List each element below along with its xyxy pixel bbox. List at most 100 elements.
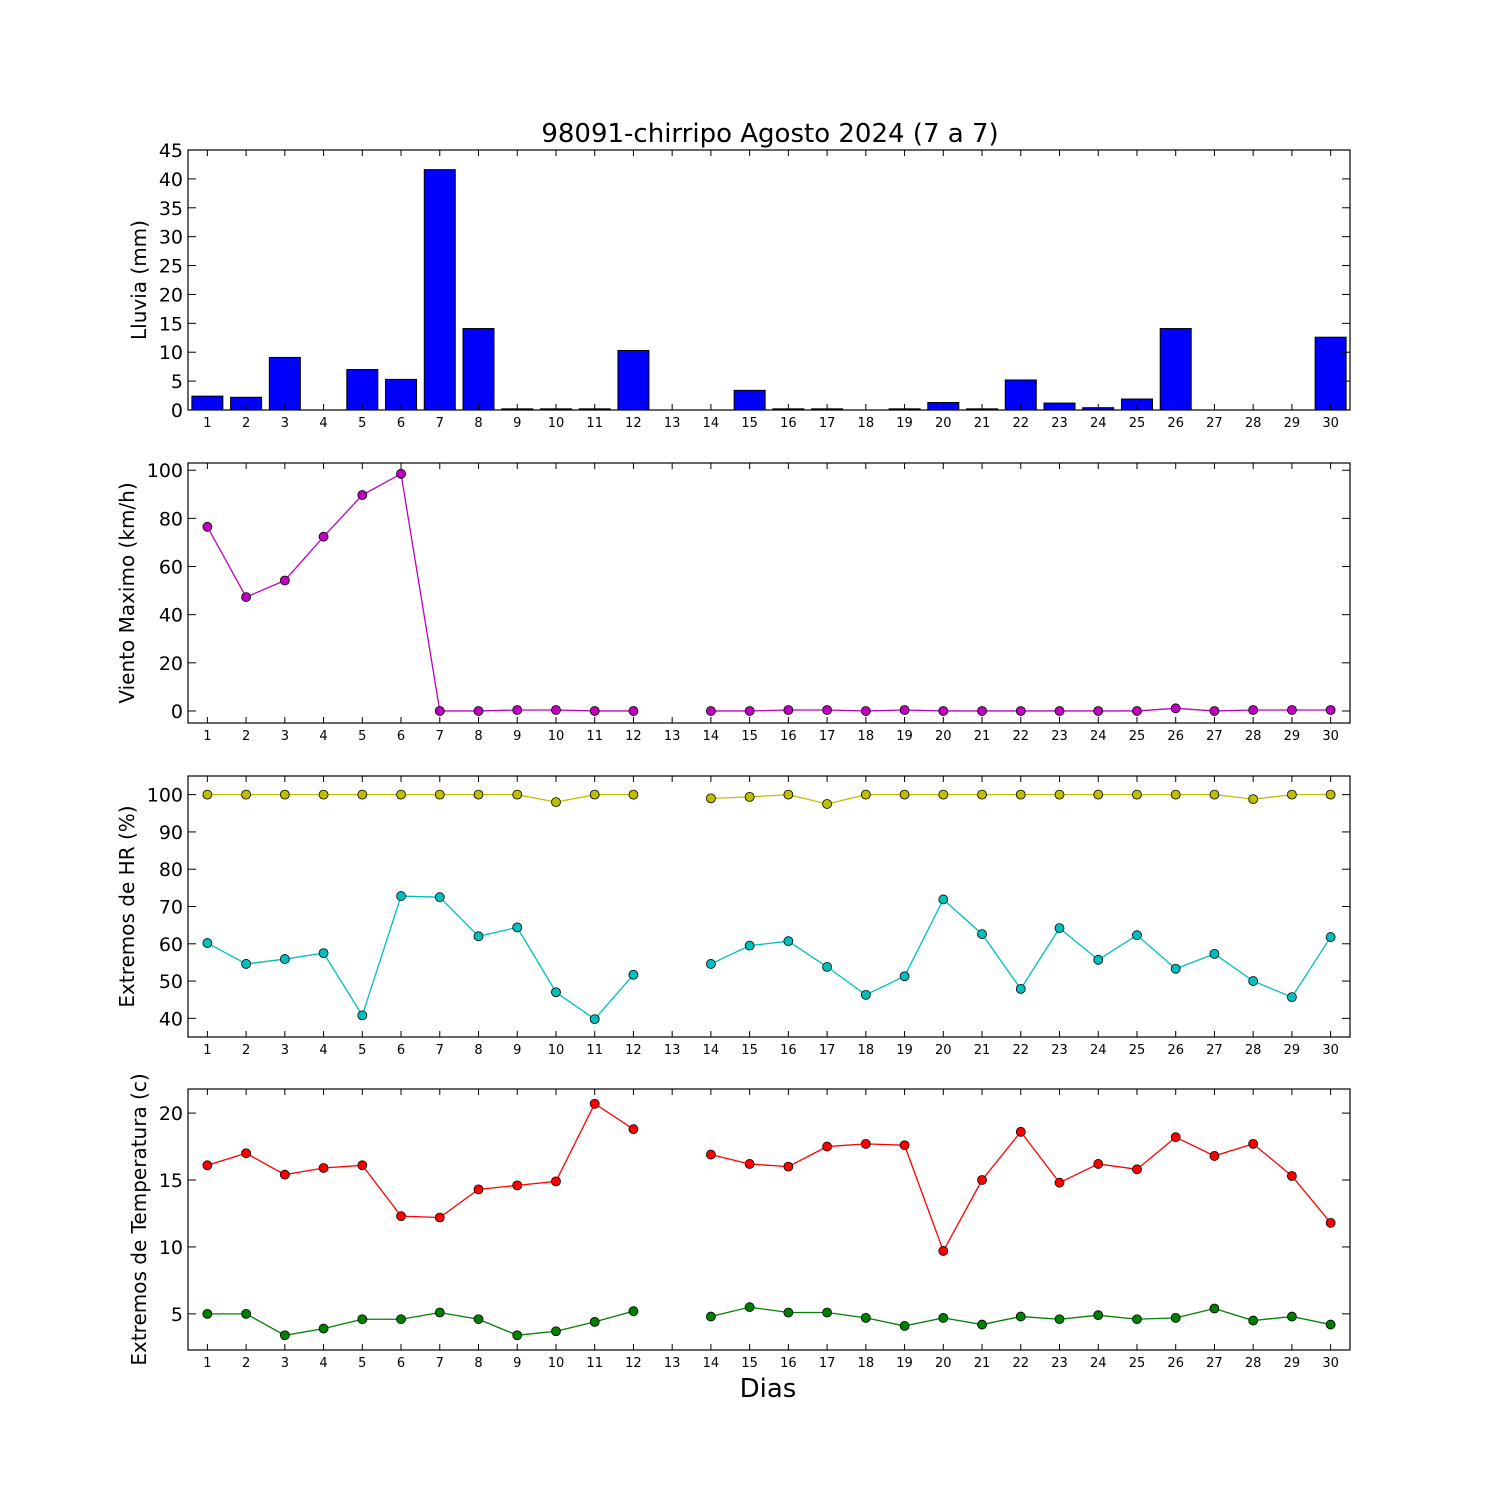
ytick-label-hr: 90 — [159, 822, 183, 844]
xtick-label-hr: 26 — [1167, 1043, 1184, 1058]
point-temperatura-series-2-day-3 — [279, 1330, 290, 1341]
xtick-label-hr: 29 — [1284, 1043, 1301, 1058]
ytick-label-viento: 100 — [147, 460, 183, 482]
xtick-label-hr: 5 — [358, 1043, 366, 1058]
xtick-label-lluvia: 20 — [935, 416, 952, 431]
xtick-label-temperatura: 8 — [474, 1356, 482, 1371]
point-temperatura-series-2-day-27 — [1209, 1303, 1220, 1314]
point-temperatura-series-2-day-30 — [1325, 1319, 1336, 1330]
point-hr-series-2-day-8 — [473, 931, 484, 942]
bar-lluvia-day-5 — [346, 369, 379, 411]
xtick-label-hr: 30 — [1322, 1043, 1339, 1058]
xtick-label-lluvia: 15 — [741, 416, 758, 431]
bar-lluvia-day-8 — [462, 328, 495, 411]
point-hr-series-1-day-18 — [860, 789, 871, 800]
ytick-label-viento: 20 — [159, 653, 183, 675]
point-viento-series-1-day-25 — [1132, 706, 1142, 716]
xtick-label-temperatura: 27 — [1206, 1356, 1223, 1371]
point-temperatura-series-2-day-22 — [1015, 1311, 1026, 1322]
bar-lluvia-day-30 — [1314, 336, 1347, 411]
point-temperatura-series-1-day-19 — [899, 1140, 910, 1151]
xtick-label-hr: 21 — [974, 1043, 991, 1058]
point-hr-series-2-day-1 — [202, 938, 213, 948]
ytick-label-hr: 70 — [159, 897, 183, 919]
xtick-label-viento: 23 — [1051, 729, 1068, 744]
y-axis-label-hr: Extremos de HR (%) — [115, 805, 139, 1007]
point-temperatura-series-1-day-18 — [860, 1138, 871, 1149]
point-viento-series-1-day-2 — [241, 592, 252, 602]
line-temperatura-series-2 — [207, 1306, 1331, 1336]
point-viento-series-1-day-7 — [434, 706, 445, 716]
point-temperatura-series-2-day-19 — [899, 1321, 910, 1331]
point-hr-series-1-day-7 — [434, 789, 445, 800]
point-viento-series-1-day-29 — [1287, 705, 1297, 715]
point-temperatura-series-1-day-20 — [938, 1246, 949, 1256]
point-hr-series-1-day-28 — [1248, 794, 1259, 805]
point-hr-series-1-day-17 — [822, 799, 832, 809]
point-viento-series-1-day-28 — [1248, 705, 1259, 715]
point-hr-series-2-day-29 — [1287, 992, 1297, 1003]
point-temperatura-series-1-day-1 — [202, 1160, 213, 1171]
point-temperatura-series-2-day-25 — [1132, 1314, 1142, 1325]
xtick-label-temperatura: 11 — [586, 1356, 603, 1371]
point-hr-series-2-day-4 — [318, 948, 329, 959]
ytick-label-lluvia: 45 — [159, 140, 183, 162]
point-hr-series-2-day-17 — [822, 962, 832, 972]
point-viento-series-1-day-18 — [860, 706, 871, 716]
xtick-label-lluvia: 27 — [1206, 416, 1223, 431]
point-hr-series-2-day-2 — [241, 959, 252, 969]
xtick-label-lluvia: 25 — [1129, 416, 1146, 431]
point-temperatura-series-1-day-24 — [1093, 1159, 1104, 1169]
point-temperatura-series-1-day-14 — [706, 1149, 716, 1160]
point-hr-series-1-day-26 — [1170, 789, 1181, 800]
x-axis-label: Dias — [740, 1374, 797, 1404]
point-viento-series-1-day-26 — [1170, 703, 1181, 714]
point-temperatura-series-2-day-20 — [938, 1312, 949, 1323]
xtick-label-hr: 18 — [858, 1043, 875, 1058]
point-hr-series-1-day-19 — [899, 789, 910, 800]
point-hr-series-2-day-22 — [1015, 984, 1026, 994]
xtick-label-viento: 25 — [1129, 729, 1146, 744]
xtick-label-lluvia: 7 — [436, 416, 444, 431]
xtick-label-hr: 4 — [319, 1043, 327, 1058]
point-temperatura-series-2-day-29 — [1287, 1311, 1297, 1322]
xtick-label-temperatura: 21 — [974, 1356, 991, 1371]
xtick-label-lluvia: 5 — [358, 416, 366, 431]
xtick-label-temperatura: 17 — [819, 1356, 836, 1371]
point-viento-series-1-day-21 — [977, 706, 987, 716]
point-viento-series-1-day-9 — [512, 705, 523, 715]
xtick-label-hr: 23 — [1051, 1043, 1068, 1058]
xtick-label-temperatura: 18 — [858, 1356, 875, 1371]
point-hr-series-1-day-4 — [318, 789, 329, 800]
plot-frame-lluvia — [187, 149, 1351, 411]
point-viento-series-1-day-3 — [279, 575, 290, 586]
point-temperatura-series-1-day-26 — [1170, 1132, 1181, 1143]
plot-frame-hr — [187, 775, 1351, 1038]
point-viento-series-1-day-6 — [396, 468, 406, 479]
xtick-label-hr: 13 — [664, 1043, 681, 1058]
point-hr-series-1-day-1 — [202, 789, 213, 800]
ytick-label-lluvia: 25 — [159, 256, 183, 278]
xtick-label-lluvia: 14 — [703, 416, 720, 431]
point-temperatura-series-1-day-9 — [512, 1180, 523, 1191]
point-hr-series-1-day-23 — [1054, 789, 1065, 800]
bar-lluvia-day-26 — [1159, 328, 1192, 411]
xtick-label-temperatura: 14 — [703, 1356, 720, 1371]
point-temperatura-series-1-day-6 — [396, 1211, 406, 1222]
point-hr-series-2-day-16 — [783, 936, 794, 947]
point-temperatura-series-1-day-29 — [1287, 1171, 1297, 1181]
point-viento-series-1-day-27 — [1209, 706, 1220, 716]
xtick-label-temperatura: 7 — [436, 1356, 444, 1371]
plot-frame-viento — [187, 462, 1351, 724]
point-hr-series-1-day-5 — [357, 789, 368, 800]
point-hr-series-1-day-30 — [1325, 789, 1336, 800]
point-hr-series-1-day-3 — [279, 789, 290, 800]
xtick-label-hr: 27 — [1206, 1043, 1223, 1058]
xtick-label-viento: 10 — [548, 729, 565, 744]
xtick-label-temperatura: 22 — [1012, 1356, 1029, 1371]
xtick-label-viento: 20 — [935, 729, 952, 744]
plot-frame-temperatura — [187, 1088, 1351, 1351]
xtick-label-hr: 20 — [935, 1043, 952, 1058]
